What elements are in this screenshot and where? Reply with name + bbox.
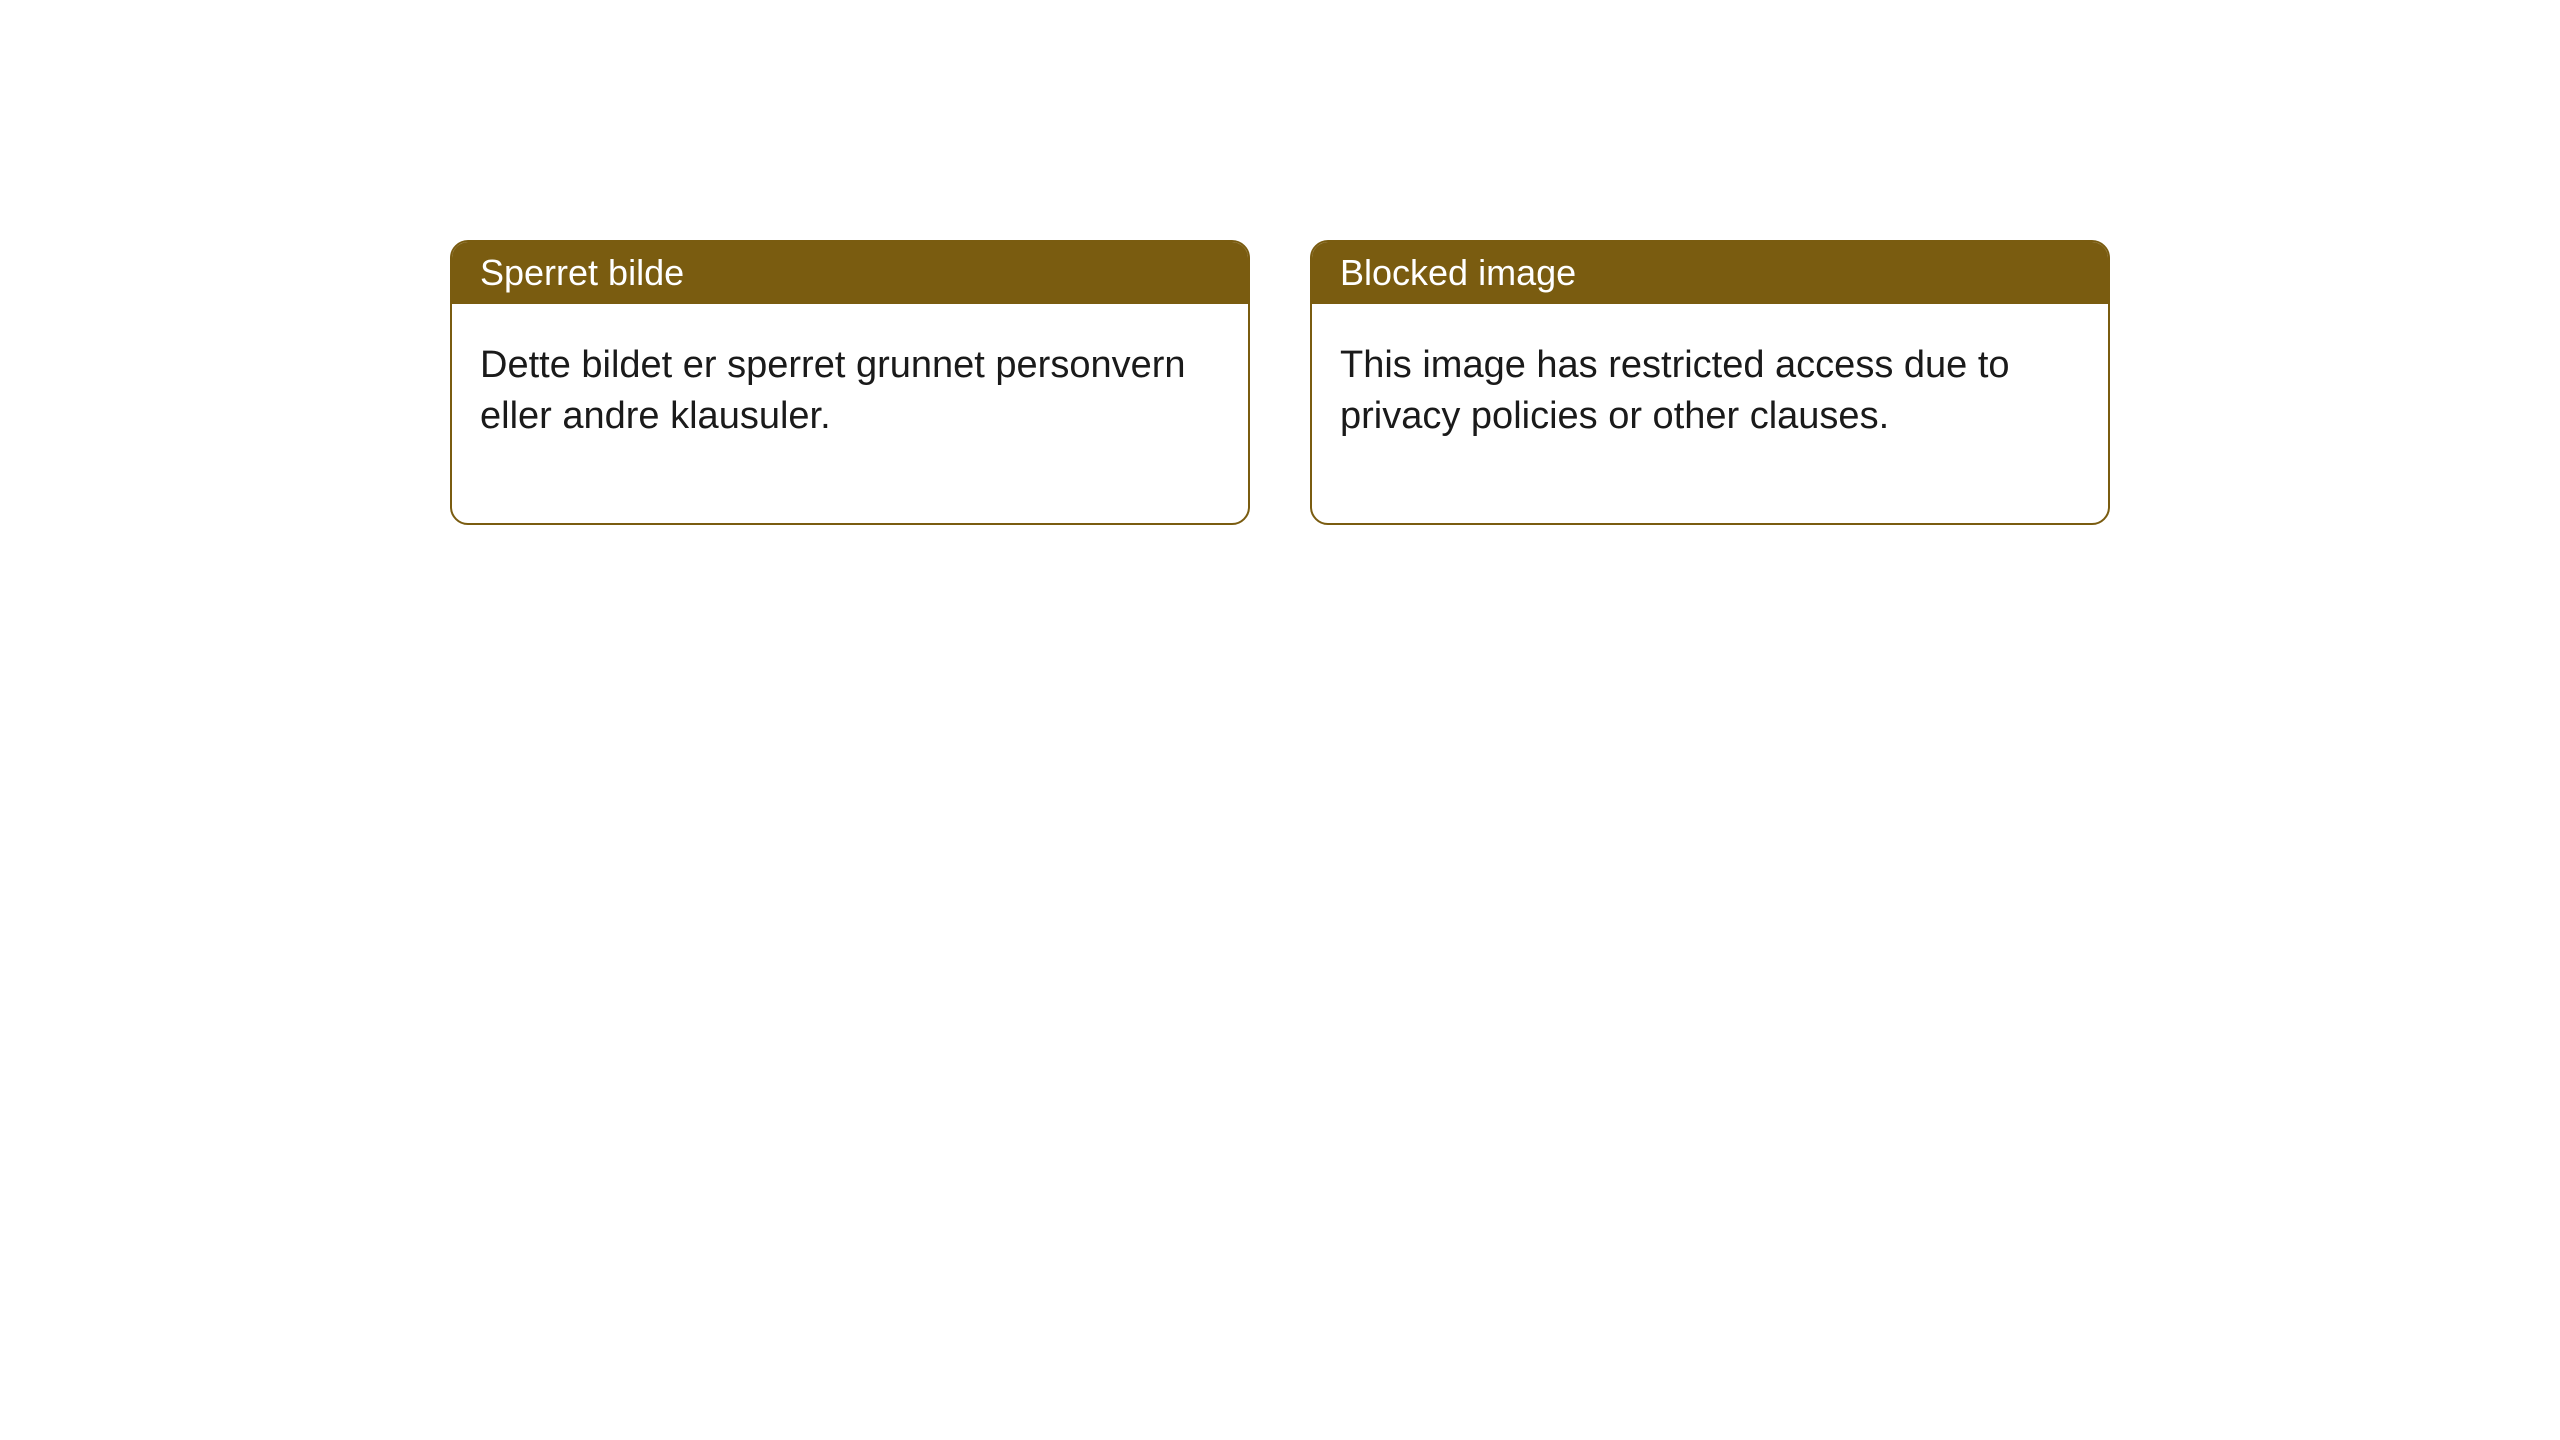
notice-body: Dette bildet er sperret grunnet personve… <box>452 304 1248 523</box>
notice-card-english: Blocked image This image has restricted … <box>1310 240 2110 525</box>
notice-body: This image has restricted access due to … <box>1312 304 2108 523</box>
notice-card-norwegian: Sperret bilde Dette bildet er sperret gr… <box>450 240 1250 525</box>
notice-title: Blocked image <box>1312 242 2108 304</box>
notice-container: Sperret bilde Dette bildet er sperret gr… <box>450 240 2110 525</box>
notice-title: Sperret bilde <box>452 242 1248 304</box>
